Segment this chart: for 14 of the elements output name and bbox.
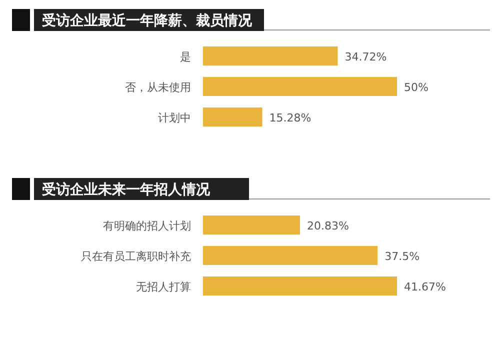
data-label: 37.5% (384, 250, 420, 263)
y-tick-label: 否，从未使用 (125, 81, 191, 94)
data-label: 34.72% (344, 50, 387, 64)
data-label: 41.67% (404, 280, 446, 294)
y-tick-label: 计划中 (158, 112, 191, 124)
chart-title: 受访企业最近一年降薪、裁员情况 (41, 12, 253, 29)
data-label: 20.83% (306, 220, 349, 232)
y-tick-label: 有明确的招人计划 (103, 220, 191, 232)
data-label: 50% (404, 81, 428, 94)
y-tick-label: 只在有员工离职时补充 (81, 250, 191, 263)
y-tick-label: 是 (180, 50, 191, 64)
chart-title: 受访企业未来一年招人情况 (41, 181, 211, 198)
data-label: 15.28% (269, 112, 312, 124)
y-tick-label: 无招人打算 (136, 280, 191, 294)
